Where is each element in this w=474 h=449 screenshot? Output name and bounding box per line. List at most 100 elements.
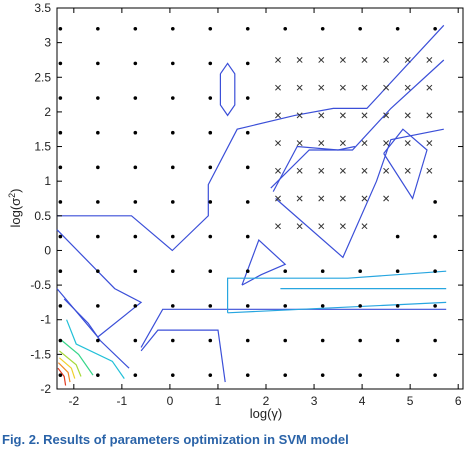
grid-point — [320, 373, 325, 377]
grid-point — [208, 165, 213, 170]
cross-marker — [275, 112, 281, 119]
y-tick-label: 1 — [44, 174, 51, 188]
grid-point — [133, 373, 138, 377]
grid-point — [208, 61, 213, 66]
grid-point — [245, 234, 250, 239]
grid-point — [320, 338, 325, 343]
grid-point — [245, 373, 250, 377]
cross-marker — [383, 84, 390, 91]
cross-stroke — [426, 57, 433, 63]
cross-stroke — [426, 112, 433, 119]
cross-stroke — [275, 84, 281, 91]
contour-line — [59, 357, 76, 379]
contour-line — [63, 298, 130, 369]
grid-point — [358, 304, 362, 308]
grid-point — [58, 96, 63, 100]
cross-stroke — [275, 140, 281, 147]
grid-point — [133, 269, 138, 274]
grid-point — [170, 269, 175, 274]
y-tick-label: -0.5 — [30, 278, 51, 292]
cross-marker — [404, 57, 411, 63]
grid-point — [358, 269, 362, 274]
grid-point — [133, 26, 138, 31]
grid-point — [245, 96, 250, 100]
cross-stroke — [296, 84, 303, 91]
cross-stroke — [339, 112, 346, 119]
cross-marker — [339, 167, 346, 174]
grid-point — [96, 96, 100, 100]
plot-area-frame — [56, 7, 464, 390]
contour-line — [219, 62, 236, 117]
cross-marker — [383, 195, 390, 202]
cross-stroke — [383, 84, 390, 91]
cross-stroke — [361, 223, 368, 230]
cross-marker — [275, 140, 281, 147]
cross-marker — [275, 167, 281, 174]
cross-marker — [361, 112, 368, 119]
cross-stroke — [318, 167, 325, 174]
grid-point — [208, 130, 213, 135]
grid-point — [133, 61, 138, 66]
cross-stroke — [404, 140, 411, 147]
cross-marker — [383, 57, 390, 63]
grid-point — [320, 269, 325, 274]
cross-stroke — [318, 112, 325, 119]
cross-stroke — [361, 84, 368, 91]
cross-marker — [318, 167, 325, 174]
contour-line — [272, 145, 356, 192]
cross-stroke — [318, 57, 325, 63]
grid-point — [395, 269, 400, 274]
grid-point — [245, 304, 250, 308]
cross-stroke — [404, 112, 411, 119]
grid-point — [245, 26, 250, 31]
cross-marker — [361, 167, 368, 174]
cross-stroke — [275, 195, 281, 202]
x-tick-label: 3 — [311, 394, 318, 408]
grid-point — [96, 200, 100, 204]
cross-marker — [275, 57, 281, 63]
cross-marker — [426, 84, 433, 91]
cross-marker — [426, 140, 433, 147]
cross-stroke — [383, 112, 390, 119]
cross-marker — [339, 195, 346, 202]
cross-marker — [296, 195, 303, 202]
cross-marker — [318, 223, 325, 230]
grid-point — [320, 26, 325, 31]
grid-point — [433, 26, 437, 31]
grid-point — [245, 130, 250, 135]
cross-stroke — [339, 195, 346, 202]
grid-point — [170, 373, 175, 377]
cross-marker — [361, 84, 368, 91]
cross-stroke — [275, 112, 281, 119]
contour-line — [227, 301, 447, 314]
grid-point — [170, 338, 175, 343]
cross-stroke — [318, 84, 325, 91]
cross-stroke — [275, 167, 281, 174]
contour-line — [61, 340, 94, 376]
y-tick-label: 0.5 — [34, 209, 51, 223]
cross-marker — [296, 112, 303, 119]
grid-point — [58, 304, 63, 308]
grid-point — [96, 373, 100, 377]
cross-stroke — [339, 223, 346, 230]
grid-point — [170, 61, 175, 66]
grid-point — [58, 200, 63, 204]
grid-point — [133, 338, 138, 343]
cross-marker — [275, 195, 281, 202]
grid-point — [208, 234, 213, 239]
grid-point — [170, 96, 175, 100]
contour-line — [66, 319, 125, 379]
cross-stroke — [426, 84, 433, 91]
contour-line — [59, 350, 82, 377]
y-tick-label: 1.5 — [34, 140, 51, 154]
grid-point — [433, 373, 437, 377]
cross-marker — [296, 84, 303, 91]
cross-marker — [404, 167, 411, 174]
cross-stroke — [361, 57, 368, 63]
grid-point — [208, 269, 213, 274]
grid-point — [433, 234, 437, 239]
x-tick-label: 2 — [263, 394, 270, 408]
y-tick-label: -2 — [40, 382, 51, 396]
cross-marker — [318, 112, 325, 119]
